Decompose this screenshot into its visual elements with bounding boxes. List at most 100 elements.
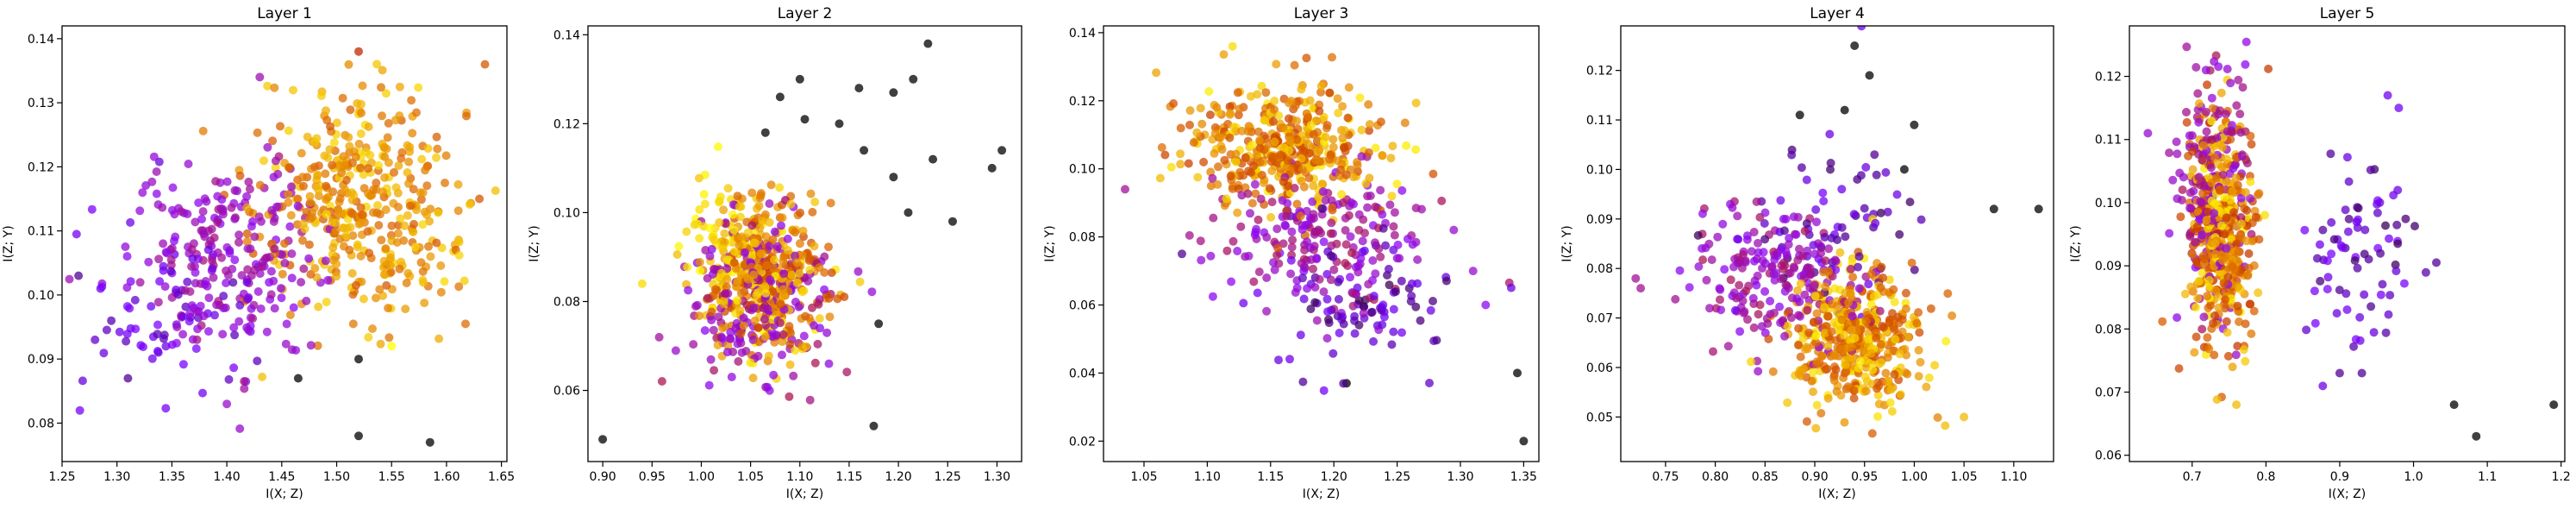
scatter-point xyxy=(2202,216,2211,225)
scatter-point xyxy=(397,257,406,267)
scatter-point xyxy=(682,227,691,236)
scatter-point xyxy=(2238,83,2248,92)
scatter-point xyxy=(356,163,365,173)
scatter-point xyxy=(276,122,284,131)
scatter-point xyxy=(761,288,771,298)
scatter-point xyxy=(1864,335,1873,344)
scatter-point xyxy=(1282,211,1291,221)
scatter-point xyxy=(372,60,382,69)
scatter-point xyxy=(253,287,263,296)
scatter-point xyxy=(766,275,775,284)
scatter-point xyxy=(378,111,386,121)
scatter-point xyxy=(1270,97,1279,105)
scatter-point xyxy=(753,323,763,332)
scatter-point xyxy=(1292,116,1302,126)
scatter-point xyxy=(2241,37,2251,47)
scatter-point xyxy=(1840,105,1849,115)
scatter-point xyxy=(1184,159,1193,168)
scatter-point xyxy=(772,242,782,251)
scatter-point xyxy=(395,264,404,273)
scatter-point xyxy=(923,39,933,48)
scatter-point xyxy=(345,245,354,255)
scatter-point xyxy=(1231,149,1241,159)
scatter-point xyxy=(394,161,403,170)
x-tick-label: 1.50 xyxy=(323,470,350,484)
scatter-point xyxy=(227,203,236,212)
scatter-point xyxy=(1310,214,1318,223)
scatter-point xyxy=(1760,235,1770,244)
scatter-point xyxy=(1310,283,1320,292)
scatter-point xyxy=(308,213,317,222)
scatter-point xyxy=(1385,200,1395,210)
scatter-point xyxy=(1807,376,1816,386)
scatter-point xyxy=(149,152,159,161)
scatter-point xyxy=(2210,57,2219,66)
scatter-point xyxy=(209,233,219,242)
scatter-point xyxy=(1301,220,1310,229)
scatter-point xyxy=(391,116,400,125)
y-tick-label: 0.05 xyxy=(1586,411,1613,424)
scatter-point xyxy=(402,279,411,287)
scatter-point xyxy=(1914,346,1923,355)
chart-title: Layer 4 xyxy=(1810,5,1865,22)
scatter-point xyxy=(364,333,373,342)
x-tick-label: 1.2 xyxy=(2552,470,2571,484)
scatter-point xyxy=(1290,60,1299,70)
scatter-point xyxy=(800,115,810,124)
scatter-point xyxy=(1305,96,1315,105)
scatter-point xyxy=(2245,299,2254,309)
x-tick-label: 1.35 xyxy=(159,470,185,484)
scatter-point xyxy=(867,287,877,297)
scatter-point xyxy=(1315,106,1324,116)
scatter-point xyxy=(1390,208,1399,217)
scatter-point xyxy=(1220,155,1229,165)
scatter-point xyxy=(2323,256,2332,266)
scatter-point xyxy=(1291,288,1300,297)
scatter-point xyxy=(1877,262,1886,272)
scatter-point xyxy=(454,282,464,292)
scatter-point xyxy=(2376,290,2385,299)
scatter-point xyxy=(1803,305,1812,315)
scatter-point xyxy=(1926,304,1935,313)
scatter-point xyxy=(808,303,816,312)
scatter-point xyxy=(270,244,279,254)
scatter-point xyxy=(203,245,213,255)
scatter-point xyxy=(787,271,797,280)
scatter-point xyxy=(695,311,703,321)
scatter-point xyxy=(2180,289,2190,298)
scatter-point xyxy=(298,173,307,182)
scatter-point xyxy=(1876,208,1885,217)
scatter-point xyxy=(1297,165,1307,174)
scatter-point xyxy=(1800,226,1810,236)
scatter-point xyxy=(1297,85,1306,94)
scatter-point xyxy=(1285,355,1294,364)
scatter-point xyxy=(2193,293,2203,303)
scatter-point xyxy=(1872,170,1881,179)
scatter-point xyxy=(1775,302,1785,311)
scatter-point xyxy=(235,300,245,310)
scatter-point xyxy=(1836,391,1846,400)
scatter-point xyxy=(695,234,704,243)
scatter-point xyxy=(1850,334,1860,342)
scatter-point xyxy=(1386,154,1396,163)
scatter-point xyxy=(1758,264,1766,273)
scatter-point xyxy=(1233,88,1242,97)
scatter-point xyxy=(191,279,200,288)
scatter-point xyxy=(736,329,746,338)
scatter-point xyxy=(2235,110,2245,119)
scatter-point xyxy=(475,194,485,204)
scatter-point xyxy=(2384,310,2393,319)
scatter-point xyxy=(2236,213,2246,222)
scatter-point xyxy=(2218,170,2228,179)
scatter-point xyxy=(240,384,249,393)
scatter-point xyxy=(784,246,792,255)
scatter-point xyxy=(1354,225,1364,235)
scatter-point xyxy=(178,311,187,321)
scatter-point xyxy=(736,288,746,298)
scatter-point xyxy=(121,242,130,251)
scatter-point xyxy=(284,198,293,207)
scatter-point xyxy=(1389,222,1398,231)
scatter-point xyxy=(1912,318,1922,328)
scatter-point xyxy=(396,214,405,223)
scatter-point xyxy=(1812,309,1822,318)
